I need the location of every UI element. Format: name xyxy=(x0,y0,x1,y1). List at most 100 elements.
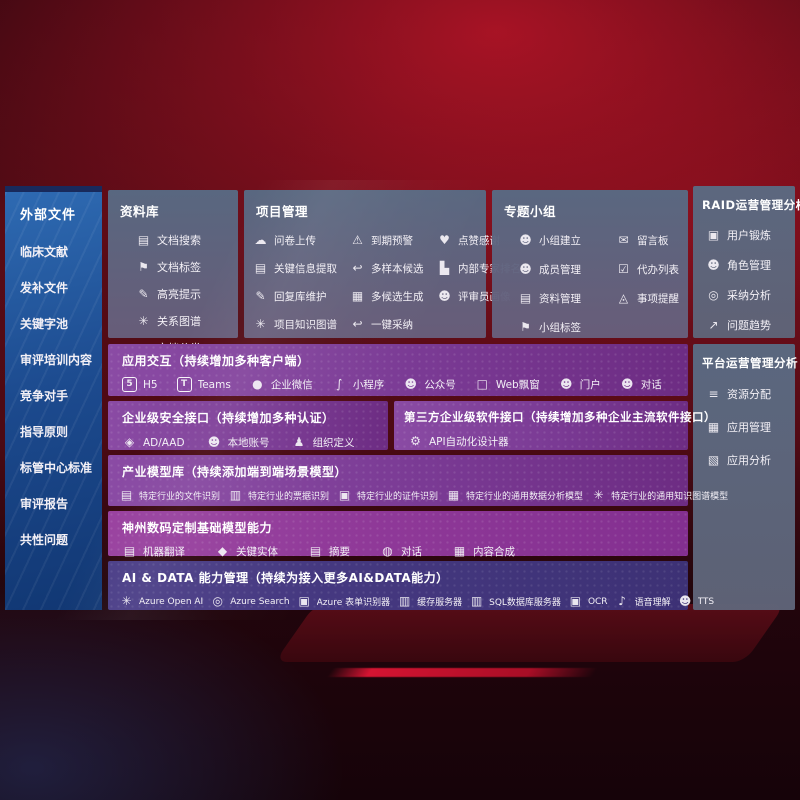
list-item[interactable]: ◈ AD/AAD xyxy=(122,436,185,449)
item-label: 关键实体 xyxy=(236,546,278,558)
list-item[interactable]: ⚑ 小组标签 xyxy=(518,320,614,335)
list-item[interactable]: ▣ OCR xyxy=(569,595,608,608)
list-item[interactable]: 审评培训内容 xyxy=(20,351,102,368)
list-item[interactable]: 指导原则 xyxy=(20,423,102,440)
list-item[interactable]: 关键字池 xyxy=(20,315,102,332)
list-item[interactable]: ⚙ API自动化设计器 xyxy=(408,434,509,449)
item-label: 多样本候选 xyxy=(371,263,424,275)
list-item[interactable]: 5 H5 xyxy=(122,377,158,392)
list-item[interactable]: ☻ 本地账号 xyxy=(207,435,270,450)
list-item[interactable]: □ Web飘窗 xyxy=(475,377,540,392)
item-label: 资源分配 xyxy=(727,388,771,401)
list-item[interactable]: ● 企业微信 xyxy=(250,377,313,392)
list-item[interactable]: T Teams xyxy=(176,377,231,392)
list-item[interactable]: ∫ 小程序 xyxy=(332,377,384,392)
item-label: 共性问题 xyxy=(20,533,69,547)
list-item[interactable]: ✳ Azure Open AI xyxy=(120,595,203,608)
list-item[interactable]: ☻ 角色管理 xyxy=(706,257,795,273)
list-item[interactable]: ▦ 特定行业的通用数据分析模型 xyxy=(447,489,583,503)
list-item[interactable]: 竞争对手 xyxy=(20,387,102,404)
list-item[interactable]: 临床文献 xyxy=(20,243,102,260)
list-item[interactable]: ✳ 特定行业的通用知识图谱模型 xyxy=(592,489,729,503)
list-item[interactable]: 共性问题 xyxy=(20,531,102,548)
item-label: 标管中心标准 xyxy=(20,461,93,475)
reminder-bell-icon: ◬ xyxy=(618,291,629,305)
list-item[interactable]: ▧ 应用分析 xyxy=(706,452,795,468)
item-label: SQL数据库服务器 xyxy=(489,598,561,608)
list-item[interactable]: ☻ 公众号 xyxy=(403,377,456,392)
list-item[interactable]: ▣ Azure 表单识别器 xyxy=(298,595,390,609)
dialog-bubble-icon: ◍ xyxy=(382,544,393,558)
industry-band-title: 产业模型库（持续添加端到端场景模型） xyxy=(122,465,348,479)
item-label: 关键信息提取 xyxy=(274,263,337,275)
item-label: 小组建立 xyxy=(539,235,581,247)
speech-understanding-icon: ♪ xyxy=(618,594,626,608)
list-item[interactable]: ▦ 内容合成 xyxy=(452,544,515,559)
item-label: 回复库维护 xyxy=(274,291,327,303)
list-item[interactable]: ▥ 缓存服务器 xyxy=(398,595,462,609)
list-item[interactable]: ↩ 一键采纳 xyxy=(350,317,434,332)
list-item[interactable]: ⚠ 到期预警 xyxy=(350,233,434,248)
list-item[interactable]: ✉ 留言板 xyxy=(616,233,688,248)
list-item[interactable]: ↗ 问题趋势 xyxy=(706,317,795,333)
item-label: 对话 xyxy=(640,379,662,391)
list-item[interactable]: ↩ 多样本候选 xyxy=(350,261,434,276)
list-item[interactable]: 审评报告 xyxy=(20,495,102,512)
list-item[interactable]: ▤ 文档搜索 xyxy=(136,232,238,248)
item-label: 本地账号 xyxy=(227,437,270,449)
member-manage-icon: ☻ xyxy=(519,262,532,276)
app-manage-icon: ▦ xyxy=(707,419,720,434)
list-item[interactable]: ▥ SQL数据库服务器 xyxy=(470,595,561,609)
list-item[interactable]: ✳ 关系图谱 xyxy=(136,313,238,329)
list-item[interactable]: ☻ TTS xyxy=(679,595,714,608)
list-item[interactable]: ▤ 摘要 xyxy=(308,544,350,559)
background-laptop-shape xyxy=(274,604,786,662)
item-label: 审评培训内容 xyxy=(20,353,93,367)
item-label: 成员管理 xyxy=(539,264,581,276)
item-label: 高亮提示 xyxy=(157,288,201,301)
list-item[interactable]: ▣ 用户锻炼 xyxy=(706,227,795,243)
list-item[interactable]: ✎ 高亮提示 xyxy=(136,286,238,302)
list-item[interactable]: ▤ 特定行业的文件识别 xyxy=(120,489,220,503)
list-item[interactable]: ▦ 多候选生成 xyxy=(350,289,434,304)
list-item[interactable]: ♪ 语音理解 xyxy=(616,594,670,609)
content-compose-icon: ▦ xyxy=(453,544,466,558)
item-label: 应用管理 xyxy=(727,421,771,434)
list-item[interactable]: ☁ 问卷上传 xyxy=(253,233,347,248)
group-tag-icon: ⚑ xyxy=(520,320,531,334)
list-item[interactable]: 标管中心标准 xyxy=(20,459,102,476)
list-item[interactable]: ◆ 关键实体 xyxy=(215,544,278,559)
resource-allocation-icon: ≡ xyxy=(708,386,719,401)
list-item[interactable]: ☻ 门户 xyxy=(559,377,601,392)
list-item[interactable]: ☻ 对话 xyxy=(620,377,662,392)
list-item[interactable]: ▥ 特定行业的票据识别 xyxy=(229,489,329,503)
list-item[interactable]: 发补文件 xyxy=(20,279,102,296)
list-item[interactable]: ▤ 资料管理 xyxy=(518,291,614,306)
list-item[interactable]: ◎ Azure Search xyxy=(211,595,289,608)
machine-translate-icon: ▤ xyxy=(123,544,136,558)
item-label: 文档标签 xyxy=(157,261,201,274)
list-item[interactable]: ≡ 资源分配 xyxy=(706,386,795,402)
list-item[interactable]: ♥ 点赞感谢 xyxy=(437,233,521,248)
cloud-upload-icon: ☁ xyxy=(254,233,267,247)
list-item[interactable]: ⚑ 文档标签 xyxy=(136,259,238,275)
item-label: 临床文献 xyxy=(20,245,69,259)
list-item[interactable]: ▤ 关键信息提取 xyxy=(253,261,347,276)
item-label: Azure Search xyxy=(230,596,290,607)
app-analysis-icon: ▧ xyxy=(707,452,720,467)
list-item[interactable]: ◎ 采纳分析 xyxy=(706,287,795,303)
list-item[interactable]: ☻ 成员管理 xyxy=(518,262,614,277)
list-item[interactable]: ✳ 项目知识图谱 xyxy=(253,317,347,332)
list-item[interactable]: ✎ 回复库维护 xyxy=(253,289,347,304)
one-click-adopt-icon: ↩ xyxy=(352,317,363,331)
list-item[interactable]: ◬ 事项提醒 xyxy=(616,291,688,306)
list-item[interactable]: ☻ 小组建立 xyxy=(518,233,614,248)
list-item[interactable]: ☑ 代办列表 xyxy=(616,262,688,277)
list-item[interactable]: ◍ 对话 xyxy=(380,544,422,559)
list-item[interactable]: ▤ 机器翻译 xyxy=(122,544,185,559)
list-item[interactable]: ▣ 特定行业的证件识别 xyxy=(338,489,438,503)
item-label: 对话 xyxy=(401,546,422,558)
list-item[interactable]: ♟ 组织定义 xyxy=(292,435,355,450)
azure-openai-icon: ✳ xyxy=(121,594,132,608)
list-item[interactable]: ▦ 应用管理 xyxy=(706,419,795,435)
